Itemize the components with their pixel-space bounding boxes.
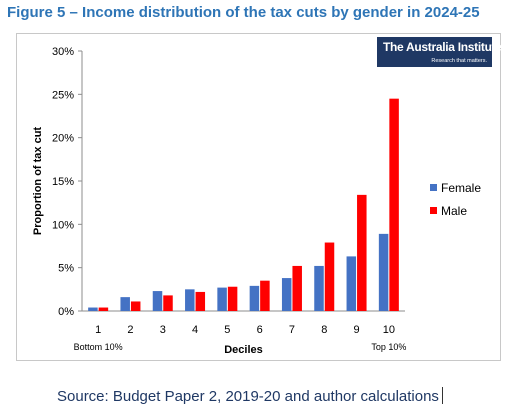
bar-male bbox=[227, 286, 238, 311]
bar-female bbox=[249, 285, 260, 311]
text-cursor bbox=[441, 387, 443, 404]
bar-female bbox=[346, 256, 357, 311]
x-tick-label: 4 bbox=[192, 324, 198, 336]
legend-label-female: Female bbox=[441, 181, 481, 195]
legend-swatch-female bbox=[430, 184, 437, 191]
bar-female bbox=[120, 297, 130, 311]
legend-label-male: Male bbox=[441, 204, 467, 218]
figure-title: Figure 5 – Income distribution of the ta… bbox=[7, 4, 480, 21]
bar-male bbox=[357, 194, 367, 311]
brand-logo: The Australia Institute Research that ma… bbox=[377, 37, 502, 67]
x-tick-label: 5 bbox=[224, 324, 230, 336]
bar-male bbox=[163, 295, 173, 311]
chart-legend: Female Male bbox=[430, 181, 481, 218]
y-tick-label: 30% bbox=[52, 46, 74, 58]
chart-labels: 0% 5% 10% 15% 20% 25% 30% 1 2 3 4 5 6 7 8 9 10 Bottom 10%… bbox=[32, 46, 406, 356]
bar-male bbox=[292, 265, 302, 311]
bar-male bbox=[195, 291, 206, 311]
source-text: Source: Budget Paper 2, 2019-20 and auth… bbox=[57, 388, 439, 405]
source-note: Source: Budget Paper 2, 2019-20 and auth… bbox=[57, 387, 443, 405]
category-sublabel-top: Top 10% bbox=[371, 342, 406, 352]
y-tick-label: 20% bbox=[52, 133, 74, 145]
y-tick-label: 15% bbox=[52, 176, 74, 188]
bar-female bbox=[281, 278, 292, 311]
y-tick-label: 25% bbox=[52, 89, 74, 101]
brand-name: The Australia Institute bbox=[383, 40, 502, 54]
brand-tagline: Research that matters. bbox=[431, 58, 487, 64]
bar-female bbox=[185, 289, 195, 311]
bar-male bbox=[98, 307, 109, 311]
x-tick-label: 1 bbox=[95, 324, 101, 336]
y-tick-label: 0% bbox=[58, 306, 74, 318]
x-tick-label: 10 bbox=[383, 324, 395, 336]
bar-female bbox=[314, 265, 324, 311]
y-tick-label: 10% bbox=[52, 219, 74, 231]
x-axis-label: Deciles bbox=[224, 344, 263, 356]
y-axis-label: Proportion of tax cut bbox=[32, 127, 44, 236]
bar-female bbox=[378, 233, 389, 311]
y-tick-label: 5% bbox=[58, 263, 74, 275]
x-tick-label: 6 bbox=[257, 324, 263, 336]
x-tick-label: 9 bbox=[353, 324, 359, 336]
bar-male bbox=[130, 301, 141, 311]
x-tick-label: 7 bbox=[289, 324, 295, 336]
x-tick-label: 3 bbox=[160, 324, 166, 336]
bar-male bbox=[389, 98, 399, 312]
bar-male bbox=[324, 242, 335, 311]
bar-female bbox=[217, 287, 227, 311]
chart-bars bbox=[88, 98, 399, 312]
bar-female bbox=[88, 307, 98, 311]
bar-female bbox=[152, 291, 163, 311]
x-tick-label: 8 bbox=[321, 324, 327, 336]
bar-male bbox=[260, 280, 270, 311]
category-sublabel-bottom: Bottom 10% bbox=[74, 342, 123, 352]
x-tick-label: 2 bbox=[127, 324, 133, 336]
legend-swatch-male bbox=[430, 207, 437, 214]
